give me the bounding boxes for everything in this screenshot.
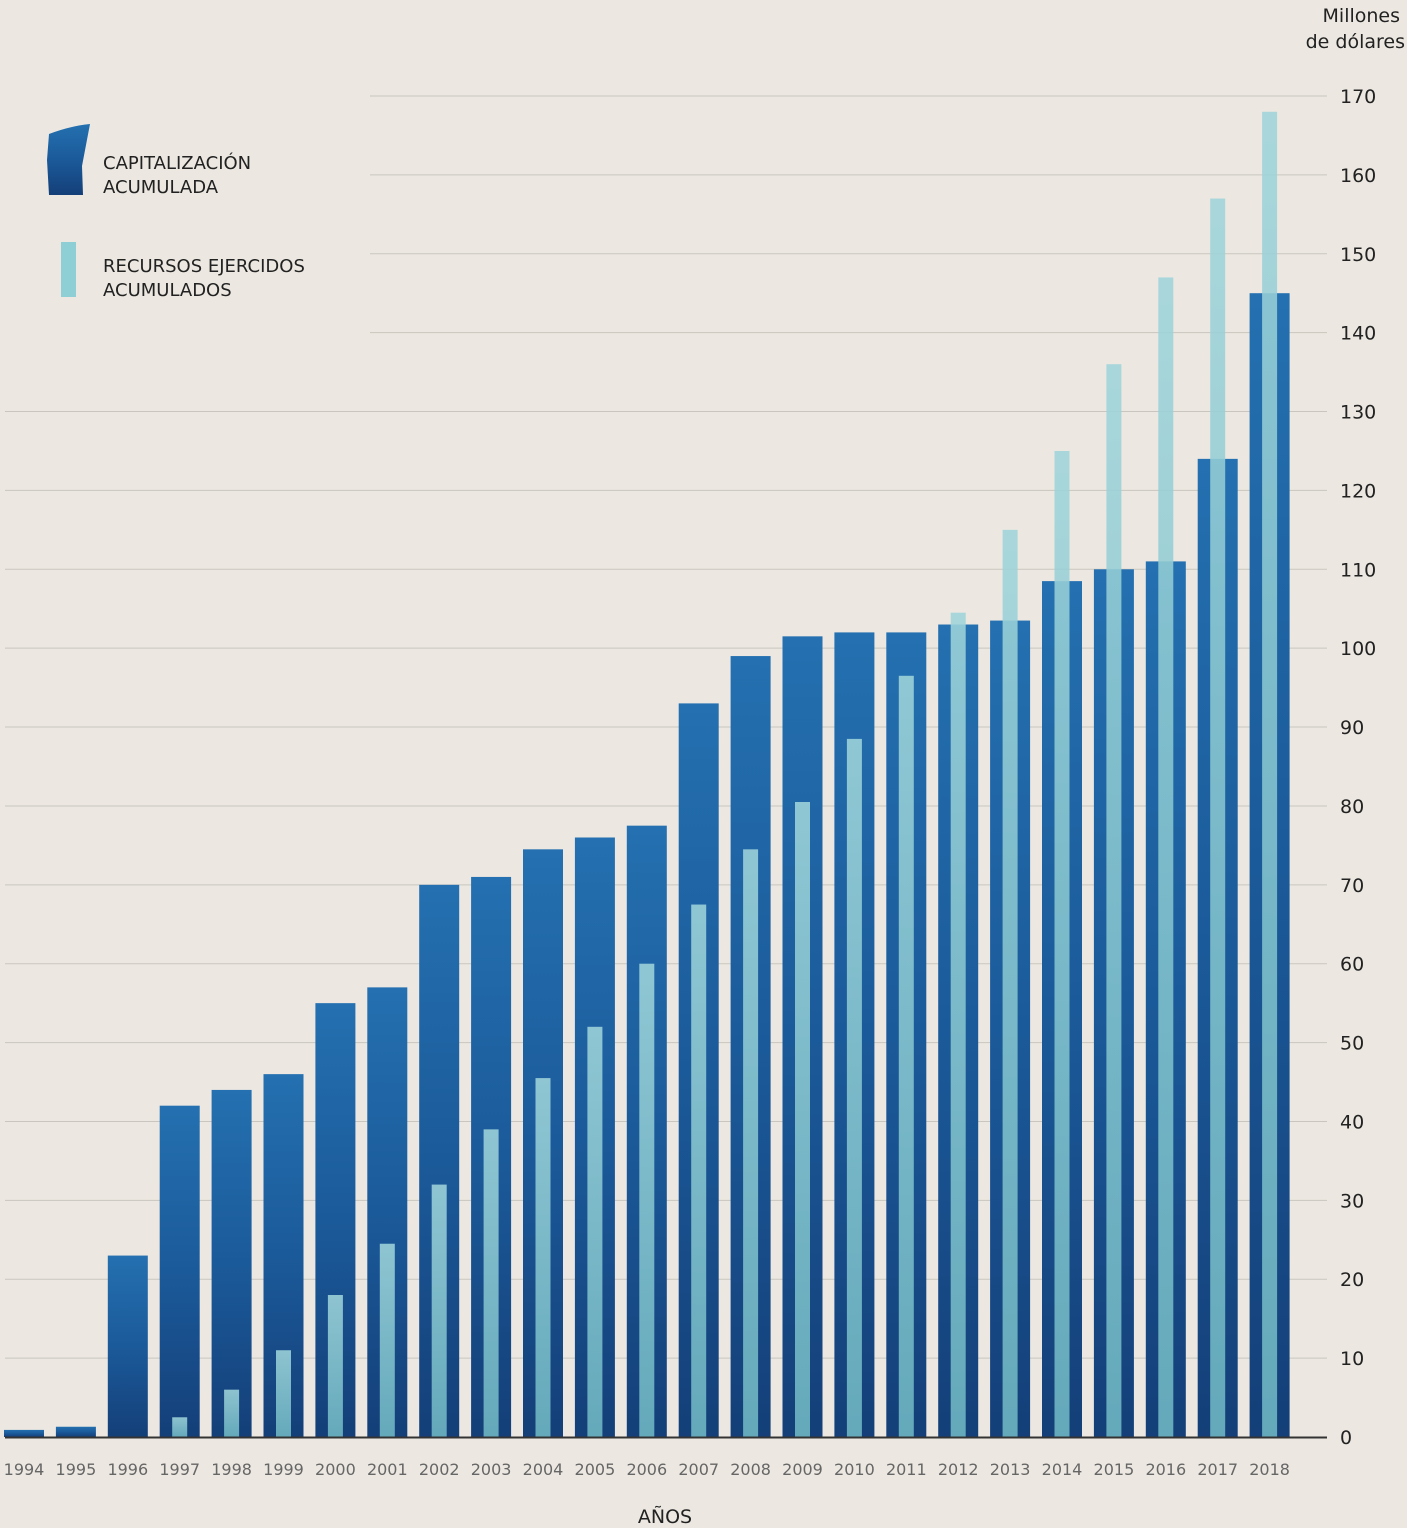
y-tick-label-170: 170 — [1340, 86, 1376, 108]
bar-recursos-2011 — [898, 675, 914, 1437]
y-tick-label-50: 50 — [1340, 1033, 1364, 1055]
legend-label-capitalizacion-line-2: ACUMULADA — [103, 177, 219, 198]
x-tick-label-2001: 2001 — [367, 1460, 408, 1479]
bar-recursos-2006 — [639, 963, 655, 1437]
y-tick-label-70: 70 — [1340, 875, 1364, 897]
y-axis-unit-line-2: de dólares — [1306, 31, 1405, 53]
x-tick-label-2014: 2014 — [1042, 1460, 1083, 1479]
x-tick-label-1995: 1995 — [56, 1460, 97, 1479]
x-tick-label-2004: 2004 — [523, 1460, 564, 1479]
legend: CAPITALIZACIÓN ACUMULADA RECURSOS EJERCI… — [47, 124, 305, 301]
x-tick-label-1998: 1998 — [211, 1460, 252, 1479]
x-tick-label-2007: 2007 — [678, 1460, 719, 1479]
y-tick-label-30: 30 — [1340, 1190, 1364, 1212]
bar-recursos-1999 — [276, 1350, 291, 1437]
bar-recursos-2014 — [1054, 450, 1070, 1437]
legend-swatch-recursos — [61, 242, 76, 297]
x-tick-label-2005: 2005 — [575, 1460, 616, 1479]
bar-recursos-2017 — [1210, 198, 1226, 1437]
x-tick-label-2003: 2003 — [471, 1460, 512, 1479]
y-tick-label-120: 120 — [1340, 480, 1376, 502]
bar-capitalizacion-1994 — [4, 1429, 44, 1437]
y-tick-label-160: 160 — [1340, 165, 1376, 187]
x-tick-label-2016: 2016 — [1145, 1460, 1186, 1479]
bar-recursos-2012 — [950, 612, 966, 1437]
y-tick-label-150: 150 — [1340, 244, 1376, 266]
bar-recursos-2013 — [1002, 529, 1018, 1437]
y-tick-label-90: 90 — [1340, 717, 1364, 739]
x-tick-label-2010: 2010 — [834, 1460, 875, 1479]
bar-recursos-1997 — [172, 1417, 188, 1437]
bars — [4, 111, 1290, 1438]
y-tick-label-100: 100 — [1340, 638, 1376, 660]
bar-recursos-2002 — [431, 1184, 447, 1437]
bar-recursos-2018 — [1262, 111, 1278, 1437]
y-tick-label-10: 10 — [1340, 1348, 1364, 1370]
bar-recursos-1998 — [224, 1389, 240, 1437]
bar-recursos-2015 — [1106, 364, 1122, 1438]
x-tick-label-2002: 2002 — [419, 1460, 460, 1479]
x-tick-label-2009: 2009 — [782, 1460, 823, 1479]
legend-label-recursos-line-1: RECURSOS EJERCIDOS — [103, 256, 305, 277]
x-tick-label-1996: 1996 — [107, 1460, 148, 1479]
bar-recursos-2010 — [846, 738, 862, 1437]
legend-label-recursos-line-2: ACUMULADOS — [103, 280, 232, 301]
bar-recursos-2004 — [535, 1078, 551, 1437]
x-tick-label-2015: 2015 — [1094, 1460, 1135, 1479]
x-tick-label-1999: 1999 — [263, 1460, 304, 1479]
y-tick-label-110: 110 — [1340, 559, 1376, 581]
x-tick-label-1994: 1994 — [4, 1460, 45, 1479]
x-tick-label-1997: 1997 — [159, 1460, 200, 1479]
bar-capitalizacion-1995 — [55, 1426, 96, 1437]
y-tick-label-80: 80 — [1340, 796, 1364, 818]
bar-capitalizacion-1997 — [159, 1105, 200, 1437]
y-tick-label-60: 60 — [1340, 954, 1364, 976]
bar-capitalizacion-1996 — [107, 1255, 148, 1437]
x-tick-label-2008: 2008 — [730, 1460, 771, 1479]
x-tick-label-2006: 2006 — [626, 1460, 667, 1479]
x-tick-label-2013: 2013 — [990, 1460, 1031, 1479]
bar-capitalizacion-1998 — [211, 1089, 252, 1437]
x-tick-label-2017: 2017 — [1197, 1460, 1238, 1479]
x-tick-label-2011: 2011 — [886, 1460, 927, 1479]
y-tick-label-20: 20 — [1340, 1269, 1364, 1291]
x-tick-label-2012: 2012 — [938, 1460, 979, 1479]
y-axis-unit-line-1: Millones — [1323, 5, 1400, 27]
y-tick-label-140: 140 — [1340, 323, 1376, 345]
axes: 0 10 20 30 40 50 60 70 80 90 100 110 120 130 140 150 160… — [4, 86, 1377, 1479]
bar-recursos-2000 — [327, 1295, 343, 1437]
y-tick-label-0: 0 — [1340, 1427, 1352, 1449]
y-tick-label-40: 40 — [1340, 1111, 1364, 1133]
bar-recursos-2003 — [483, 1129, 499, 1437]
bar-recursos-2001 — [379, 1243, 395, 1437]
x-tick-label-2018: 2018 — [1249, 1460, 1290, 1479]
legend-swatch-capitalizacion — [47, 124, 90, 195]
bar-recursos-2008 — [743, 849, 759, 1437]
bar-recursos-2009 — [795, 801, 810, 1437]
bar-recursos-2007 — [691, 904, 707, 1437]
x-tick-label-2000: 2000 — [315, 1460, 356, 1479]
bar-recursos-2016 — [1158, 277, 1174, 1437]
y-tick-label-130: 130 — [1340, 402, 1376, 424]
legend-label-capitalizacion-line-1: CAPITALIZACIÓN — [103, 152, 251, 174]
bar-recursos-2005 — [587, 1026, 603, 1437]
x-axis-title: AÑOS — [638, 1505, 692, 1528]
